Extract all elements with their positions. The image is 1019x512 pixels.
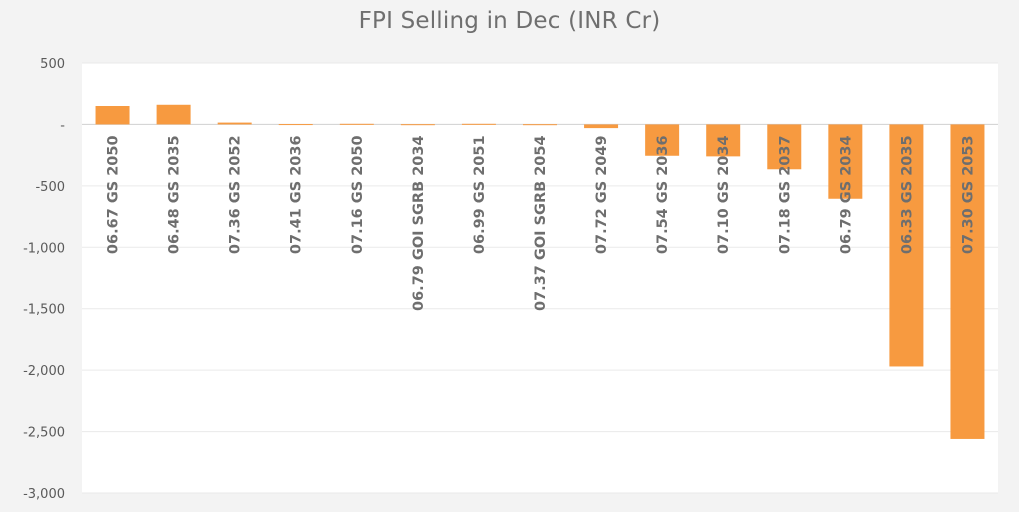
bars-group	[95, 104, 985, 439]
bar	[706, 124, 741, 157]
category-label: 07.10 GS 2034	[716, 135, 732, 254]
category-label: 07.72 GS 2049	[594, 135, 610, 254]
bar	[156, 104, 191, 125]
bar	[889, 124, 924, 367]
bar	[95, 106, 130, 125]
y-axis-ticks: 500 - -500 -1,000 -1,500 -2,000 -2,500 -3,000	[23, 57, 65, 502]
bar	[950, 124, 985, 439]
category-label: 07.16 GS 2050	[350, 135, 366, 254]
y-tick-label: -1,000	[23, 241, 65, 256]
y-tick-label: -500	[35, 180, 65, 195]
category-label: 06.33 GS 2035	[899, 135, 915, 254]
bar	[400, 124, 435, 126]
y-tick-label: -2,500	[23, 426, 65, 441]
category-label: 07.30 GS 2053	[960, 135, 976, 254]
bar	[523, 124, 557, 126]
category-label: 07.36 GS 2052	[228, 135, 244, 254]
gridlines	[82, 62, 998, 494]
category-label: 06.99 GS 2051	[472, 135, 488, 254]
y-tick-label: -3,000	[23, 487, 65, 502]
y-tick-label: -1,500	[23, 303, 65, 318]
bar	[828, 124, 863, 199]
category-label: 07.18 GS 2037	[777, 135, 793, 254]
bar	[278, 124, 313, 126]
chart-title: FPI Selling in Dec (INR Cr)	[358, 8, 661, 34]
category-label: 07.41 GS 2036	[289, 135, 305, 254]
category-label: 06.79 GOI SGRB 2034	[411, 135, 427, 311]
category-label: 06.48 GS 2035	[167, 135, 183, 254]
bar	[645, 124, 680, 156]
bar	[584, 124, 619, 129]
y-tick-label: 500	[40, 57, 65, 72]
category-labels: 06.67 GS 2050 06.48 GS 2035 07.36 GS 2052 0…	[106, 135, 977, 311]
bar	[461, 123, 496, 125]
category-label: 07.54 GS 2036	[655, 135, 671, 254]
category-label: 06.67 GS 2050	[106, 135, 122, 254]
bar	[339, 123, 374, 125]
category-label: 06.79 GS 2034	[838, 135, 854, 254]
y-tick-label: -	[60, 118, 65, 133]
bar	[767, 124, 802, 170]
y-tick-label: -2,000	[23, 364, 65, 379]
category-label: 07.37 GOI SGRB 2054	[533, 135, 549, 311]
bar	[217, 122, 252, 125]
